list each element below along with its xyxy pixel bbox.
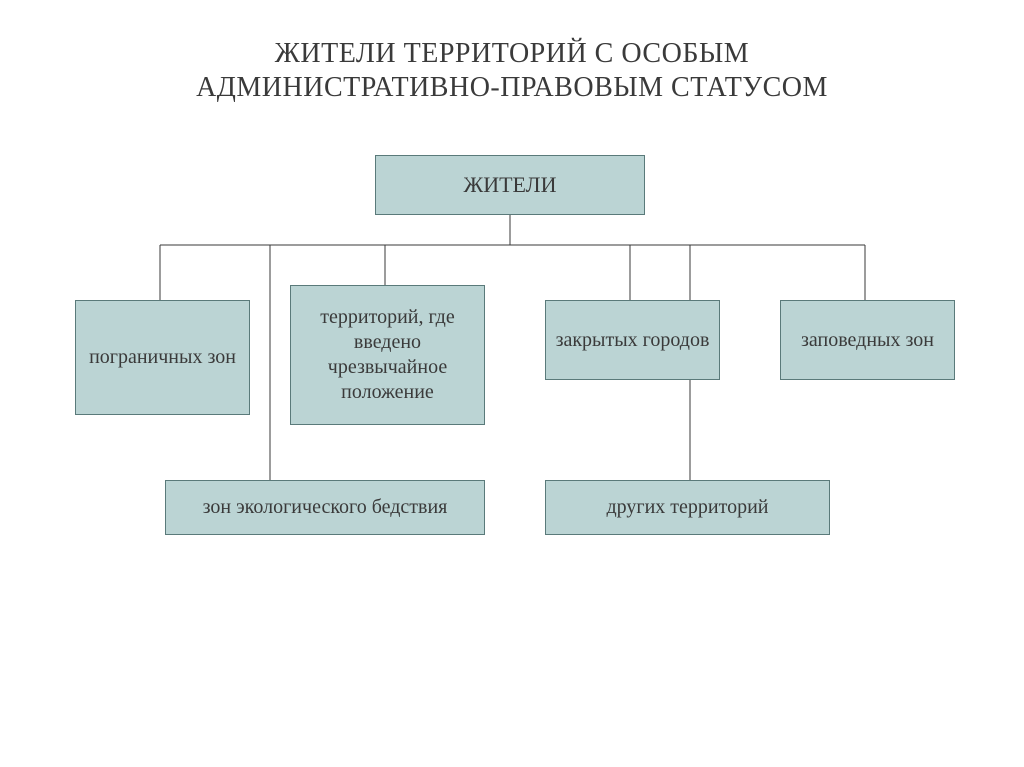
node-reserve-zones: заповедных зон <box>780 300 955 380</box>
title-line1: ЖИТЕЛИ ТЕРРИТОРИЙ С ОСОБЫМ <box>0 38 1024 70</box>
title-line2: АДМИНИСТРАТИВНО-ПРАВОВЫМ СТАТУСОМ <box>0 72 1024 104</box>
node-other-territories: других территорий <box>545 480 830 535</box>
node-emergency-territories: территорий, где введено чрезвычайное пол… <box>290 285 485 425</box>
node-root-label: ЖИТЕЛИ <box>464 171 557 199</box>
node-closed-cities-label: закрытых городов <box>556 328 710 353</box>
node-reserve-zones-label: заповедных зон <box>801 328 934 353</box>
diagram-canvas: ЖИТЕЛИ ТЕРРИТОРИЙ С ОСОБЫМ АДМИНИСТРАТИВ… <box>0 0 1024 767</box>
node-emergency-territories-label: территорий, где введено чрезвычайное пол… <box>297 305 478 405</box>
node-border-zones-label: пограничных зон <box>89 345 236 370</box>
node-root: ЖИТЕЛИ <box>375 155 645 215</box>
node-other-territories-label: других территорий <box>606 495 768 520</box>
node-border-zones: пограничных зон <box>75 300 250 415</box>
node-ecological-disaster-zones: зон экологического бедствия <box>165 480 485 535</box>
node-ecological-disaster-zones-label: зон экологического бедствия <box>203 495 448 520</box>
node-closed-cities: закрытых городов <box>545 300 720 380</box>
